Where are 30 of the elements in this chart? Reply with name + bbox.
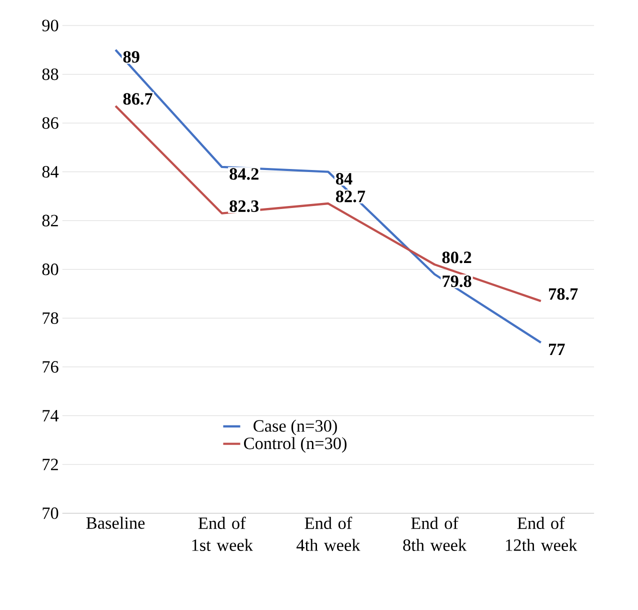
y-tick-label: 70 [42, 508, 58, 520]
data-label: 82.7 [336, 190, 366, 203]
x-tick-label: End of 1st week [192, 516, 253, 552]
y-tick-label: 74 [42, 410, 59, 422]
y-tick-label: 86 [42, 117, 58, 130]
x-tick-label: End of 8th week [403, 516, 467, 552]
data-label: 89 [123, 51, 140, 63]
data-label: 84 [336, 173, 352, 185]
y-tick-label: 76 [42, 361, 58, 373]
legend-label: Case (n=30) [254, 420, 337, 436]
legend-label: Control (n=30) [244, 437, 347, 453]
y-tick-label: 80 [42, 264, 58, 276]
data-label: 80.2 [442, 252, 472, 264]
y-tick-label: 84 [42, 166, 59, 178]
x-tick-label: Baseline [86, 516, 145, 530]
data-label: 79.8 [442, 276, 472, 288]
data-label: 82.3 [230, 200, 259, 212]
line-series [114, 48, 542, 344]
y-tick-label: 78 [42, 312, 58, 324]
y-tick-label: 82 [42, 214, 58, 227]
data-label: 77 [549, 344, 565, 356]
y-tick-label: 90 [42, 20, 58, 32]
y-tick-label: 88 [42, 68, 58, 80]
data-label: 78.7 [549, 288, 578, 300]
y-tick-label: 72 [42, 458, 58, 470]
line-series [114, 105, 542, 302]
x-tick-label: End of 12th week [506, 516, 578, 552]
data-label: 86.7 [123, 93, 152, 105]
data-label: 84.2 [230, 168, 258, 180]
x-tick-label: End of 4th week [296, 516, 360, 552]
